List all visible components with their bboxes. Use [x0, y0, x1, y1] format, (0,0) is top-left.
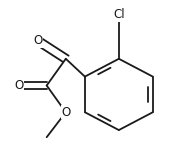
Text: O: O	[61, 106, 70, 119]
Text: O: O	[15, 79, 24, 92]
Text: Cl: Cl	[113, 8, 125, 21]
Text: O: O	[34, 34, 43, 47]
